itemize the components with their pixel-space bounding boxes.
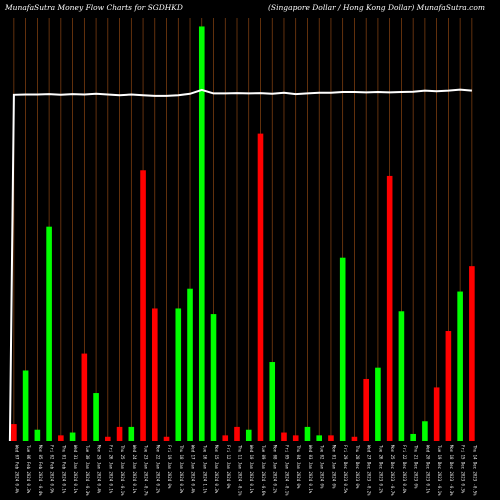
x-tick-label: Tue 23 Jan 2024 -0.7%	[144, 445, 149, 496]
x-tick-label: Thu 18 Jan 2024 0.3%	[179, 445, 184, 494]
x-tick-label: Thu 28 Dec 2023 0%	[355, 445, 360, 489]
x-tick-label: Wed 07 Feb 2024 0.4%	[14, 445, 19, 494]
x-tick-label: Fri 15 Dec 2023 0.3%	[461, 445, 466, 494]
x-tick-label: Fri 19 Jan 2024 0%	[167, 445, 172, 489]
money-flow-bar	[257, 133, 264, 441]
money-flow-bar	[46, 226, 52, 441]
chart-title: MunafaSutra Money Flow Charts for SGDHKD	[5, 3, 183, 12]
money-flow-line	[8, 88, 472, 442]
x-tick-label: Tue 19 Dec 2023 -0.1%	[437, 445, 442, 496]
money-flow-bar	[339, 257, 346, 441]
money-flow-bar	[11, 424, 17, 441]
x-tick-label: Wed 03 Jan 2024 0.1%	[308, 445, 313, 494]
x-tick-label: Fri 05 Jan 2024 -0.1%	[284, 445, 289, 496]
x-tick-label: Mon 01 Jan 2024 0%	[331, 445, 336, 489]
money-flow-bar	[187, 288, 193, 441]
x-tick-label: Wed 17 Jan 2024 0.4%	[191, 445, 196, 494]
money-flow-bar	[422, 421, 428, 441]
x-tick-label: Thu 01 Feb 2024 0.1%	[61, 445, 66, 494]
x-tick-label: Tue 26 Dec 2023 0.2%	[378, 445, 383, 494]
x-tick-label: Wed 20 Dec 2023 0.1%	[425, 445, 430, 494]
money-flow-bar	[198, 26, 205, 442]
x-tick-label: Wed 31 Jan 2024 0.1%	[73, 445, 78, 494]
money-flow-bar	[93, 393, 99, 441]
money-flow-bar	[245, 429, 252, 441]
x-tick-label: Fri 26 Jan 2024 0.1%	[108, 445, 113, 494]
x-tick-label: Tue 30 Jan 2024 -0.3%	[85, 445, 90, 496]
money-flow-bar	[328, 435, 334, 441]
x-tick-label: Tue 06 Feb 2024 0.3%	[26, 445, 31, 494]
money-flow-bar	[457, 291, 463, 441]
money-flow-bar	[304, 426, 311, 441]
x-tick-label: Mon 29 Jan 2024 0.4%	[97, 445, 102, 494]
x-tick-label: Thu 11 Jan 2024 -0.1%	[238, 445, 243, 496]
x-tick-label: Mon 22 Jan 2024 0.2%	[155, 445, 160, 494]
money-flow-bar	[163, 436, 170, 441]
x-tick-label: Tue 16 Jan 2024 1.1%	[202, 445, 207, 494]
money-flow-bar	[116, 426, 123, 441]
money-flow-bar	[234, 426, 240, 441]
x-tick-label: Thu 25 Jan 2024 -0.1%	[120, 445, 125, 496]
money-flow-bar	[151, 308, 158, 441]
money-flow-bar	[269, 362, 276, 441]
bars	[11, 26, 475, 442]
money-flow-bar	[69, 432, 76, 441]
money-flow-bar	[34, 429, 41, 441]
money-flow-bar	[81, 353, 88, 441]
x-tick-label: Tue 09 Jan 2024 -0.6%	[261, 445, 266, 496]
x-tick-label: Wed 27 Dec 2023 -0.2%	[367, 445, 372, 496]
money-flow-bar	[433, 387, 440, 441]
money-flow-bar	[386, 175, 393, 442]
chart-subtitle: (Singapore Dollar / Hong Kong Dollar) Mu…	[268, 3, 485, 12]
x-tick-label: Thu 14 Dec 2023 -0.5%	[472, 445, 477, 496]
x-tick-label: Wed 10 Jan 2024 0.1%	[249, 445, 254, 494]
money-flow-bar	[105, 436, 111, 441]
money-flow-bar	[22, 370, 29, 441]
money-flow-bar	[292, 435, 299, 441]
x-tick-label: Mon 15 Jan 2024 0.3%	[214, 445, 219, 494]
x-tick-label: Thu 21 Dec 2023 0%	[414, 445, 419, 489]
x-tick-labels: Wed 07 Feb 2024 0.4% Tue 06 Feb 2024 0.3%…	[14, 445, 477, 496]
money-flow-bar	[398, 311, 405, 441]
x-tick-label: Mon 18 Dec 2023 -0.3%	[449, 445, 454, 496]
money-flow-bar	[128, 426, 135, 441]
money-flow-bar	[445, 331, 452, 441]
x-tick-label: Mon 05 Feb 2024 -0.4%	[38, 445, 43, 496]
x-tick-label: Wed 24 Jan 2024 0.1%	[132, 445, 137, 494]
money-flow-bar	[175, 308, 182, 441]
money-flow-bar	[316, 435, 323, 441]
money-flow-bar	[469, 266, 475, 441]
money-flow-bar	[351, 436, 358, 441]
money-flow-bar	[363, 378, 369, 441]
money-flow-bar	[58, 435, 64, 441]
x-tick-label: Thu 04 Jan 2024 0%	[296, 445, 301, 489]
x-tick-label: Tue 02 Jan 2024 0%	[320, 445, 325, 489]
money-flow-bar	[140, 170, 146, 441]
x-tick-label: Mon 08 Jan 2024 0.2%	[273, 445, 278, 494]
money-flow-bar	[281, 432, 287, 441]
x-tick-label: Mon 25 Dec 2023 -0.7%	[390, 445, 395, 496]
money-flow-bar	[222, 435, 229, 441]
money-flow-bar	[410, 433, 416, 441]
money-flow-bar	[210, 314, 217, 441]
money-flow-bar	[375, 367, 381, 441]
x-tick-label: Fri 22 Dec 2023 0.4%	[402, 445, 407, 494]
x-tick-label: Fri 02 Feb 2024 0.9%	[50, 445, 55, 494]
x-tick-label: Fri 29 Dec 2023 0.5%	[343, 445, 348, 494]
x-tick-label: Fri 12 Jan 2024 0%	[226, 445, 231, 489]
